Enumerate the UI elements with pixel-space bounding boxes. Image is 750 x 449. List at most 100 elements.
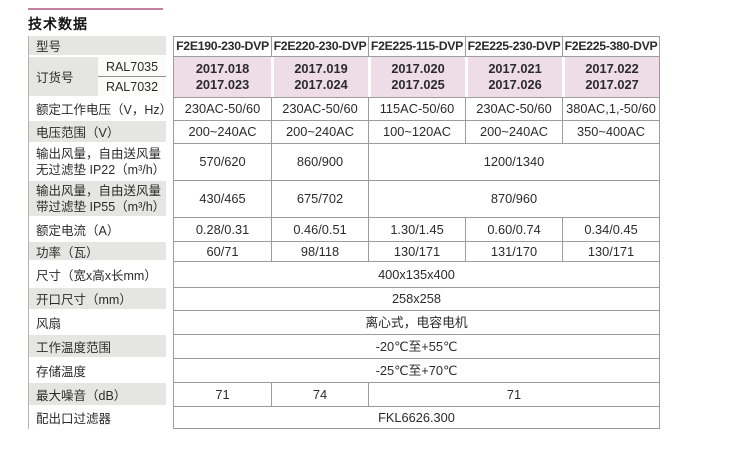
value-cell-span: 1200/1340 [368,144,659,180]
value-cell: 130/171 [562,242,659,261]
value-cell: 230AC-50/60 [184,101,261,116]
order-ral7032: 2017.024 [294,77,348,92]
row-values-airflow-ip55: 430/465 675/702 870/960 [173,181,660,218]
page-title: 技术数据 [28,16,88,32]
column-gutter [166,311,173,335]
row-values-airflow-ip22: 570/620 860/900 1200/1340 [173,144,660,181]
value-cell-span: 71 [368,383,659,406]
model-cell: F2E220-230-DVP [271,37,368,56]
row-values-opening-size: 258x258 [173,288,660,311]
row-values-fan: 离心式，电容电机 [173,311,660,335]
model-cell: F2E190-230-DVP [176,38,269,53]
row-label-airflow-ip55: 输出风量，自由送风量 带过滤垫 IP55（m³/h） [28,181,166,218]
table-row-airflow-ip22: 输出风量，自由送风量 无过滤垫 IP22（m³/h） 570/620 860/9… [28,144,660,181]
row-label-outlet-filter: 配出口过滤器 [28,407,166,429]
row-values-operating-temp: -20℃至+55℃ [173,335,660,359]
order-ral7035: 2017.018 [195,61,250,77]
table-row-rated-current: 额定电流（A） 0.28/0.31 0.46/0.51 1.30/1.45 0.… [28,218,660,242]
value-cell: 200~240AC [465,121,562,143]
order-ral7032: 2017.027 [585,77,639,92]
label-column-left-rule [28,36,29,429]
order-ral7032: 2017.025 [391,77,445,92]
row-label-text: 存储温度 [36,364,87,379]
row-label-line2: 带过滤垫 IP55（m³/h） [36,199,166,214]
value-cell: 230AC-50/60 [271,98,368,120]
value-cell-span: 258x258 [391,291,442,306]
row-values-rated-voltage: 230AC-50/60 230AC-50/60 115AC-50/60 230A… [173,98,660,121]
value-cell: 0.60/0.74 [465,218,562,241]
column-gutter [166,181,173,218]
value-cell: 675/702 [271,181,368,217]
value-cell-span: FKL6626.300 [378,409,455,425]
row-label-text: 尺寸（宽x高x长mm） [36,268,157,283]
column-gutter [166,335,173,359]
spec-table: 型号 F2E190-230-DVP F2E220-230-DVP F2E225-… [28,36,660,429]
order-ral7035: 2017.020 [391,61,445,77]
order-ral7035: 2017.022 [585,61,639,77]
row-values-power: 60/71 98/118 130/171 131/170 130/171 [173,242,660,262]
table-row-rated-voltage: 额定工作电压（V，Hz） 230AC-50/60 230AC-50/60 115… [28,98,660,121]
row-label-text: 额定工作电压（V，Hz） [36,103,173,117]
row-label-text: 输出风量，自由送风量 带过滤垫 IP55（m³/h） [36,183,165,215]
row-label-text: 功率（瓦） [36,245,99,260]
order-cell: 2017.020 2017.025 [368,57,465,97]
column-gutter [166,262,173,288]
ral-sublabels: RAL7035 RAL7032 [98,57,166,96]
row-values-model: F2E190-230-DVP F2E220-230-DVP F2E225-115… [173,36,660,57]
value-cell-span: 离心式，电容电机 [365,314,468,330]
row-values-rated-current: 0.28/0.31 0.46/0.51 1.30/1.45 0.60/0.74 … [173,218,660,242]
column-gutter [166,359,173,383]
row-label-text: 配出口过滤器 [36,411,112,426]
order-ral7035: 2017.019 [294,61,348,77]
row-label-line1: 输出风量，自由送风量 [36,146,162,161]
row-label-text: 电压范围（V） [36,126,120,140]
model-cell: F2E225-230-DVP [465,37,562,56]
value-cell: 570/620 [199,154,246,169]
row-label-dimensions: 尺寸（宽x高x长mm） [28,262,166,288]
value-cell: 71 [215,386,230,402]
value-cell: 98/118 [271,242,368,261]
value-cell: 0.28/0.31 [195,221,250,237]
ral7035-label: RAL7035 [98,57,166,77]
table-row-fan: 风扇 离心式，电容电机 [28,311,660,335]
value-cell: 60/71 [206,243,239,259]
row-label-text: 最大噪音（dB） [36,388,127,403]
order-cell: 2017.018 2017.023 [174,57,271,97]
column-gutter [166,98,173,121]
table-row-opening-size: 开口尺寸（mm） 258x258 [28,288,660,311]
row-label-text: 额定电流（A） [36,223,120,238]
value-cell: 131/170 [465,242,562,261]
value-cell: 200~240AC [188,124,257,139]
row-values-voltage-range: 200~240AC 200~240AC 100~120AC 200~240AC … [173,121,660,144]
row-values-max-noise: 71 74 71 [173,383,660,407]
column-gutter [166,383,173,407]
row-label-rated-current: 额定电流（A） [28,218,166,242]
order-cell: 2017.019 2017.024 [271,57,368,97]
order-ral7032: 2017.026 [488,77,542,92]
value-cell: 0.46/0.51 [271,218,368,241]
value-cell-span: 870/960 [368,181,659,217]
row-values-outlet-filter: FKL6626.300 [173,407,660,429]
row-label-opening-size: 开口尺寸（mm） [28,288,166,311]
row-values-dimensions: 400x135x400 [173,262,660,288]
row-label-text: 型号 [36,40,62,54]
ral7032-label: RAL7032 [105,79,159,94]
table-row-voltage-range: 电压范围（V） 200~240AC 200~240AC 100~120AC 20… [28,121,660,144]
table-row-storage-temp: 存储温度 -25℃至+70℃ [28,359,660,383]
table-row-max-noise: 最大噪音（dB） 71 74 71 [28,383,660,407]
table-row-operating-temp: 工作温度范围 -20℃至+55℃ [28,335,660,359]
table-row-model: 型号 F2E190-230-DVP F2E220-230-DVP F2E225-… [28,36,660,57]
order-cell: 2017.022 2017.027 [562,57,659,97]
row-values-storage-temp: -25℃至+70℃ [173,359,660,383]
column-gutter [166,288,173,311]
row-label-text: 输出风量，自由送风量 无过滤垫 IP22（m³/h） [36,146,165,178]
value-cell: 0.34/0.45 [562,218,659,241]
value-cell: 74 [271,383,368,406]
value-cell-span: 400x135x400 [378,266,455,282]
value-cell: 100~120AC [368,121,465,143]
row-label-model: 型号 [28,36,166,57]
row-label-airflow-ip22: 输出风量，自由送风量 无过滤垫 IP22（m³/h） [28,144,166,181]
order-ral7035: 2017.021 [488,61,542,77]
column-gutter [166,218,173,242]
value-cell-span: -25℃至+70℃ [375,362,458,378]
